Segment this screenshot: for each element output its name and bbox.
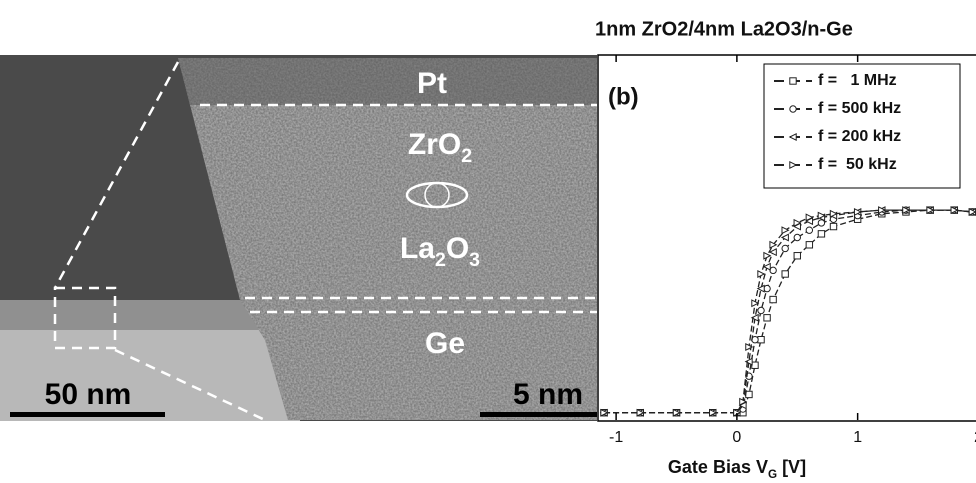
data-point bbox=[806, 227, 812, 233]
panel-label: (b) bbox=[608, 83, 639, 110]
legend-label: f = 1 MHz bbox=[818, 72, 897, 89]
data-point bbox=[806, 242, 812, 248]
data-point bbox=[758, 307, 764, 313]
data-point bbox=[790, 78, 796, 84]
data-point bbox=[752, 362, 758, 368]
data-point bbox=[764, 285, 770, 291]
text-part: La bbox=[400, 232, 435, 265]
data-point bbox=[794, 253, 800, 259]
x-tick-label: 1 bbox=[853, 429, 862, 446]
legend-label: f = 50 kHz bbox=[818, 156, 897, 173]
legend-label: f = 200 kHz bbox=[818, 128, 901, 145]
subscript: 3 bbox=[469, 249, 480, 271]
x-tick-label: 0 bbox=[732, 429, 741, 446]
data-point bbox=[746, 391, 752, 397]
data-point bbox=[782, 245, 788, 251]
legend-label: f = 500 kHz bbox=[818, 100, 901, 117]
data-point bbox=[770, 296, 776, 302]
data-point bbox=[758, 337, 764, 343]
data-point bbox=[764, 315, 770, 321]
figure: PtZrO2La2O3Ge 50 nm 5 nm 1nm ZrO2/4nm La… bbox=[0, 0, 976, 483]
data-point bbox=[794, 234, 800, 240]
text-part: Ge bbox=[425, 327, 465, 360]
layer-label: Ge bbox=[425, 327, 465, 360]
data-point bbox=[818, 231, 824, 237]
text-part: ZrO bbox=[408, 128, 461, 161]
x-tick-label: -1 bbox=[609, 429, 623, 446]
subscript: 2 bbox=[461, 145, 472, 167]
text-part: Gate Bias V bbox=[668, 457, 768, 477]
data-point bbox=[830, 223, 836, 229]
subscript: G bbox=[768, 468, 777, 481]
chart-title: 1nm ZrO2/4nm La2O3/n-Ge bbox=[595, 18, 853, 40]
data-point bbox=[782, 271, 788, 277]
text-part: O bbox=[446, 232, 469, 265]
data-point bbox=[790, 106, 796, 112]
layer-label: Pt bbox=[417, 67, 447, 100]
scale-bar-label: 5 nm bbox=[513, 378, 583, 411]
scale-bar-label: 50 nm bbox=[45, 378, 132, 411]
text-part: [V] bbox=[777, 457, 806, 477]
x-axis-label: Gate Bias VG [V] bbox=[668, 457, 806, 481]
text-part: Pt bbox=[417, 67, 447, 100]
scale-bar bbox=[10, 412, 165, 417]
scale-bar bbox=[480, 412, 597, 417]
subscript: 2 bbox=[435, 249, 446, 271]
data-point bbox=[770, 267, 776, 273]
